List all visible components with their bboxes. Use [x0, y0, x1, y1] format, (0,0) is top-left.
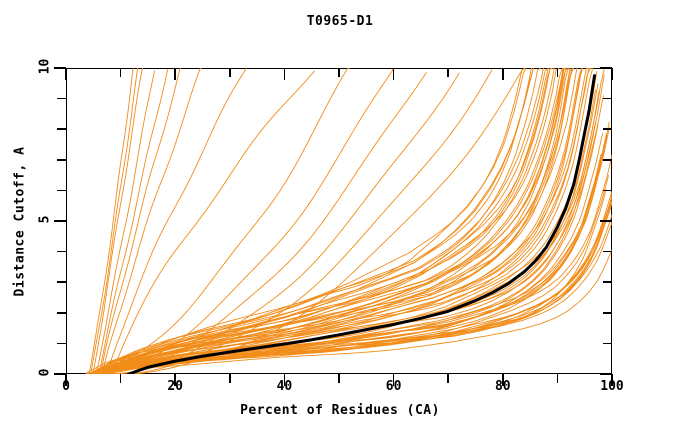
prediction-curve-mid [104, 69, 493, 374]
prediction-curve-outlier [102, 68, 202, 372]
y-tick-0 [54, 373, 66, 375]
y-tick-right-10 [600, 67, 612, 69]
x-tick-70 [447, 374, 449, 383]
prediction-curve [100, 68, 583, 374]
x-tick-20 [174, 374, 176, 386]
prediction-curve-outlier [95, 70, 155, 374]
y-tick-5 [54, 220, 66, 222]
prediction-curve-mid [96, 68, 395, 374]
chart-title: T0965-D1 [306, 14, 374, 29]
prediction-curve [86, 68, 583, 374]
prediction-curve-outlier [111, 70, 315, 374]
prediction-curve [89, 68, 591, 374]
y-tick-10 [54, 67, 66, 69]
x-tick-label-0: 0 [62, 379, 70, 394]
y-tick-right-7 [603, 159, 612, 161]
y-tick-right-6 [603, 189, 612, 192]
y-tick-2 [57, 312, 66, 314]
y-tick-right-1 [603, 342, 612, 345]
prediction-curve [96, 74, 605, 374]
prediction-curve [86, 68, 584, 374]
curve-layer [85, 68, 612, 374]
y-tick-right-3 [603, 281, 612, 283]
prediction-curve-outlier [88, 68, 134, 374]
x-tick-label-20: 20 [167, 379, 184, 394]
prediction-curve [89, 68, 544, 374]
prediction-curve-mid [99, 72, 427, 374]
prediction-curve [91, 248, 612, 374]
x-tick-90 [556, 374, 559, 383]
x-tick-top-70 [447, 68, 449, 77]
prediction-curve [94, 133, 607, 374]
x-tick-60 [392, 374, 395, 386]
x-tick-top-60 [392, 68, 395, 80]
x-tick-top-40 [283, 68, 286, 80]
prediction-curve [87, 68, 593, 374]
prediction-curve [85, 68, 560, 374]
x-tick-0 [65, 374, 67, 386]
y-tick-right-2 [603, 312, 612, 314]
x-tick-top-50 [338, 68, 340, 77]
x-tick-top-90 [556, 68, 559, 77]
y-tick-right-4 [603, 250, 612, 253]
x-tick-top-100 [611, 68, 613, 80]
y-tick-7 [57, 159, 66, 161]
x-tick-top-20 [174, 68, 176, 80]
plot-area [54, 67, 613, 386]
prediction-curve [87, 175, 609, 374]
y-tick-3 [57, 281, 66, 283]
x-tick-top-0 [65, 68, 67, 80]
x-tick-label-80: 80 [494, 379, 511, 394]
x-tick-80 [502, 374, 504, 386]
prediction-curve [98, 91, 600, 374]
y-tick-9 [57, 97, 66, 100]
prediction-curve [95, 68, 526, 374]
median-curve [127, 74, 597, 374]
y-tick-right-0 [600, 373, 612, 375]
prediction-curve-outlier [90, 68, 139, 372]
y-tick-right-8 [603, 128, 612, 130]
prediction-curve-outlier [107, 68, 247, 374]
y-tick-1 [57, 342, 66, 345]
prediction-curve [92, 68, 549, 374]
x-axis-title: Percent of Residues (CA) [240, 403, 440, 418]
y-axis-title-label: Distance Cutoff, A [12, 146, 28, 296]
x-tick-label-100: 100 [600, 379, 624, 394]
x-tick-top-80 [502, 68, 504, 80]
prediction-curve-mid [108, 68, 526, 374]
x-tick-30 [229, 374, 231, 383]
y-tick-label-10: 10 [37, 58, 53, 75]
prediction-curve-mid [101, 72, 460, 374]
x-tick-10 [119, 374, 122, 383]
x-tick-100 [611, 374, 613, 386]
prediction-curve-outlier [100, 68, 182, 374]
prediction-curve [98, 68, 574, 374]
x-tick-50 [338, 374, 340, 383]
y-tick-label-5: 5 [37, 215, 53, 224]
y-tick-6 [57, 189, 66, 192]
prediction-curve-mid [92, 68, 351, 374]
prediction-curve [105, 133, 603, 374]
y-tick-8 [57, 128, 66, 130]
prediction-curve-outlier [98, 69, 169, 374]
prediction-curve-outlier [92, 68, 143, 373]
prediction-curve [96, 135, 608, 374]
y-tick-right-5 [600, 220, 612, 222]
x-tick-top-10 [119, 68, 122, 77]
x-tick-top-30 [229, 68, 231, 77]
x-tick-label-60: 60 [385, 379, 402, 394]
y-tick-4 [57, 250, 66, 253]
y-tick-right-9 [603, 97, 612, 100]
x-tick-label-40: 40 [276, 379, 293, 394]
prediction-curve [89, 68, 535, 374]
y-axis-title: Distance Cutoff, A [10, 68, 30, 374]
x-tick-40 [283, 374, 286, 386]
